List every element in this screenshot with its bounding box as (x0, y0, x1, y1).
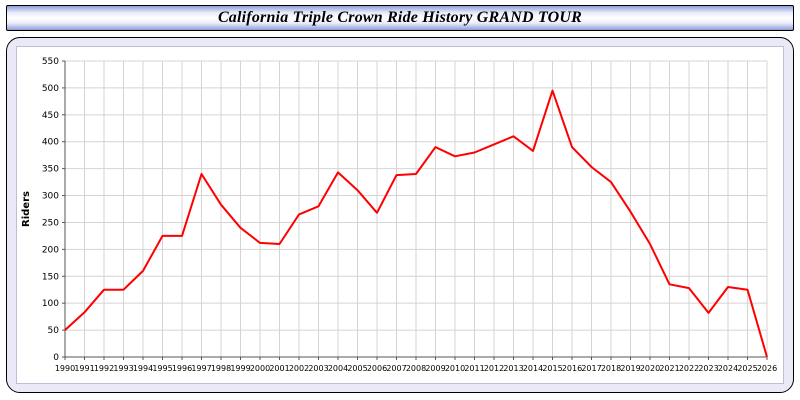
x-tick-label: 2018 (601, 364, 621, 373)
x-tick-label: 2000 (250, 364, 270, 373)
x-tick-label: 2022 (679, 364, 699, 373)
x-tick-label: 2023 (698, 364, 718, 373)
x-tick-label: 2025 (737, 364, 757, 373)
x-tick-label: 2008 (406, 364, 426, 373)
chart-container: 0 50 100 150 200 250 300 350 400 450 500 550 1990 199… (16, 46, 784, 384)
page-title: California Triple Crown Ride History GRA… (217, 9, 583, 26)
x-tick-label: 1998 (211, 364, 231, 373)
x-tick-label: 1997 (191, 364, 211, 373)
x-tick-label: 2009 (425, 364, 445, 373)
x-tick-label: 2003 (308, 364, 328, 373)
y-tick-label: 300 (42, 192, 59, 202)
x-tick-label: 1996 (172, 364, 192, 373)
x-tick-label: 2019 (620, 364, 640, 373)
y-tick-label: 550 (42, 57, 59, 67)
x-tick-label: 1990 (55, 364, 75, 373)
y-tick-label: 400 (42, 138, 59, 148)
y-axis-title: Riders (21, 191, 32, 227)
y-tick-label: 500 (42, 84, 59, 94)
y-tick-label: 200 (42, 245, 59, 255)
x-tick-label: 1992 (94, 364, 114, 373)
chart-panel: 0 50 100 150 200 250 300 350 400 450 500 550 1990 199… (6, 37, 794, 393)
x-tick-label: 1991 (74, 364, 94, 373)
x-tick-label: 2001 (269, 364, 289, 373)
y-tick-label: 250 (42, 218, 59, 228)
x-tick-label: 2007 (386, 364, 406, 373)
x-tick-label: 2024 (718, 364, 738, 373)
x-tick-label: 2012 (484, 364, 504, 373)
x-tick-label: 1994 (133, 364, 153, 373)
x-tick-label: 2004 (328, 364, 348, 373)
x-tick-label: 2011 (464, 364, 484, 373)
x-tick-label: 1995 (152, 364, 172, 373)
y-tick-label: 50 (48, 326, 60, 336)
x-tick-label: 1993 (113, 364, 133, 373)
x-tick-label: 2006 (367, 364, 387, 373)
x-tick-label: 2005 (347, 364, 367, 373)
x-tick-label: 2014 (523, 364, 543, 373)
x-tick-label: 2017 (581, 364, 601, 373)
page-title-bar: California Triple Crown Ride History GRA… (6, 5, 794, 31)
x-tick-label: 2015 (542, 364, 562, 373)
x-tick-label: 2026 (757, 364, 777, 373)
y-tick-label: 450 (42, 111, 59, 121)
x-tick-label: 2002 (289, 364, 309, 373)
x-tick-label: 2013 (503, 364, 523, 373)
x-tick-label: 2010 (445, 364, 465, 373)
y-tick-label: 100 (42, 299, 59, 309)
x-tick-label: 2020 (640, 364, 660, 373)
x-tick-label: 1999 (230, 364, 250, 373)
y-tick-label: 350 (42, 165, 59, 175)
x-tick-label: 2021 (659, 364, 679, 373)
x-tick-label: 2016 (562, 364, 582, 373)
y-tick-label: 0 (53, 353, 59, 363)
y-tick-label: 150 (42, 272, 59, 282)
riders-series-line (64, 89, 768, 358)
